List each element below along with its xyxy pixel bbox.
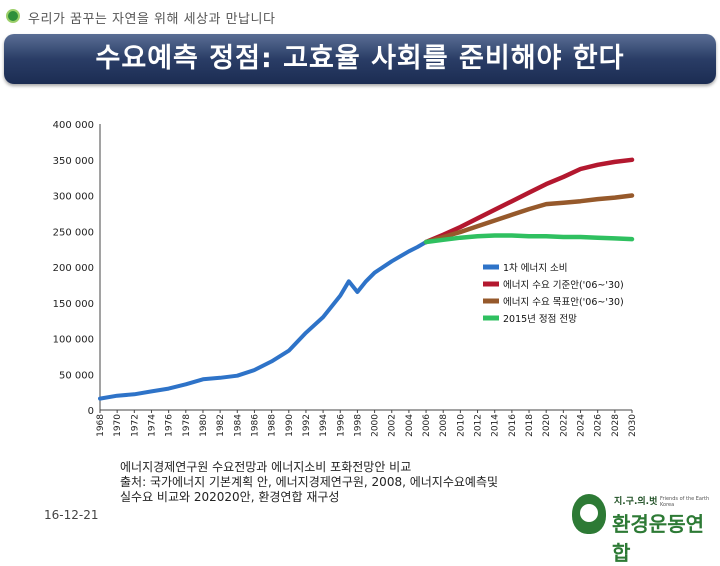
x-tick-label: 2024 <box>577 414 587 437</box>
x-tick-label: 1976 <box>165 414 175 437</box>
x-tick-label: 1996 <box>336 414 346 437</box>
y-tick-label: 300 000 <box>53 192 94 203</box>
y-tick-label: 50 000 <box>59 370 94 381</box>
x-tick-label: 2008 <box>439 414 449 437</box>
x-tick-label: 2000 <box>371 414 381 437</box>
source-line-2: 출처: 국가에너지 기본계획 안, 에너지경제연구원, 2008, 에너지수요예… <box>120 475 499 489</box>
x-tick-label: 1970 <box>113 414 123 437</box>
x-tick-label: 2004 <box>405 414 415 437</box>
legend-label-3: 에너지 수요 목표안('06~'30) <box>503 297 624 308</box>
x-tick-label: 1998 <box>353 414 363 437</box>
x-tick-label: 1986 <box>250 414 260 437</box>
series-line-4 <box>423 233 635 245</box>
series-line-1 <box>98 240 429 401</box>
x-tick-label: 1978 <box>182 414 192 437</box>
org-logo: 지.구.의.벗 Friends of the Earth Korea 환경운동연… <box>568 488 718 565</box>
page-title: 수요예측 정점: 고효율 사회를 준비해야 한다 <box>95 43 625 74</box>
x-tick-label: 1988 <box>268 414 278 437</box>
x-tick-label: 2028 <box>611 414 621 437</box>
x-tick-label: 2002 <box>388 414 398 437</box>
x-tick-label: 2022 <box>559 414 569 437</box>
x-tick-label: 2018 <box>525 414 535 437</box>
legend-label-1: 1차 에너지 소비 <box>503 262 568 274</box>
source-line-3: 실수요 비교와 202020안, 환경연합 재구성 <box>120 490 340 504</box>
x-tick-label: 2010 <box>456 414 466 437</box>
slide-date: 16-12-21 <box>44 508 99 522</box>
x-tick-label: 1992 <box>302 414 312 437</box>
x-tick-label: 1974 <box>147 414 157 437</box>
x-tick-label: 2006 <box>422 414 432 437</box>
leaf-logo-icon <box>6 9 20 23</box>
x-tick-label: 1968 <box>96 414 106 437</box>
source-line-1: 에너지경제연구원 수요전망과 에너지소비 포화전망안 비교 <box>120 460 412 474</box>
x-tick-label: 1980 <box>199 414 209 437</box>
x-tick-label: 2014 <box>491 414 501 437</box>
y-tick-label: 100 000 <box>53 335 94 346</box>
series-line-3 <box>423 193 635 245</box>
logo-name: 환경운동연합 <box>612 512 704 565</box>
y-tick-label: 400 000 <box>53 120 94 131</box>
x-tick-label: 2016 <box>508 414 518 437</box>
earth-emblem-icon <box>572 494 606 534</box>
x-tick-label: 2012 <box>474 414 484 437</box>
y-tick-label: 250 000 <box>53 227 94 238</box>
x-tick-label: 1984 <box>233 414 243 437</box>
x-tick-label: 1982 <box>216 414 226 437</box>
x-tick-label: 1972 <box>130 414 140 437</box>
y-tick-label: 200 000 <box>53 263 94 274</box>
chart-area: 0 50 000 100 000 150 000 200 000 250 000 300 0… <box>0 110 720 450</box>
legend-label-2: 에너지 수요 기준안('06~'30) <box>503 280 624 291</box>
source-note: 에너지경제연구원 수요전망과 에너지소비 포화전망안 비교 출처: 국가에너지 … <box>120 460 640 505</box>
x-tick-label: 1990 <box>285 414 295 437</box>
y-tick-label: 150 000 <box>53 299 94 310</box>
legend-label-4: 2015년 정점 전망 <box>503 313 577 325</box>
series-line-2 <box>423 157 635 245</box>
y-tick-label: 350 000 <box>53 156 94 167</box>
x-tick-label: 2026 <box>594 414 604 437</box>
energy-demand-chart: 0 50 000 100 000 150 000 200 000 250 000 300 0… <box>53 120 638 437</box>
slogan-text: 우리가 꿈꾸는 자연을 위해 세상과 만납니다 <box>28 12 276 27</box>
logo-tagline: 지.구.의.벗 <box>614 497 658 507</box>
slogan-banner: 우리가 꿈꾸는 자연을 위해 세상과 만납니다 <box>0 0 720 34</box>
logo-subtitle: Friends of the Earth Korea <box>660 496 710 508</box>
x-tick-label: 2030 <box>628 414 638 437</box>
x-tick-label: 2020 <box>542 414 552 437</box>
y-tick-label: 0 <box>88 406 94 417</box>
title-bar: 수요예측 정점: 고효율 사회를 준비해야 한다 <box>4 34 716 84</box>
x-tick-label: 1994 <box>319 414 329 437</box>
